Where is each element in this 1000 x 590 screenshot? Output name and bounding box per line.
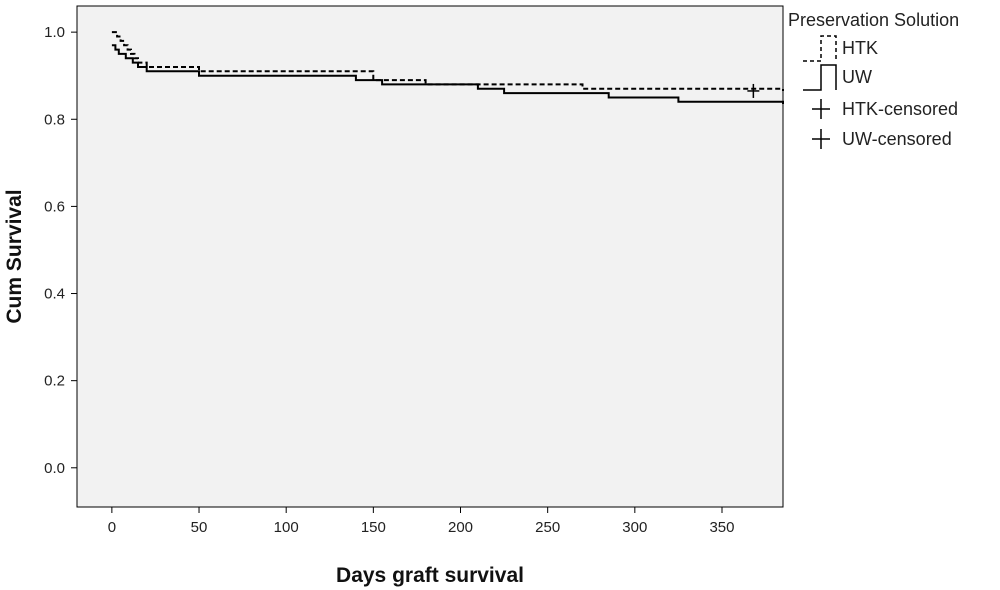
x-axis: 0 50 100 150 200 250 300 350 <box>108 507 735 536</box>
y-tick-label: 1.0 <box>44 24 65 41</box>
legend-censored-marker <box>812 99 830 119</box>
x-tick-label: 100 <box>274 519 299 536</box>
legend-label: HTK <box>842 38 878 58</box>
legend-line-swatch <box>803 35 837 62</box>
x-axis-title: Days graft survival <box>336 564 524 587</box>
x-tick-label: 50 <box>191 519 208 536</box>
legend-label: UW-censored <box>842 129 952 149</box>
y-tick-label: 0.8 <box>44 111 65 128</box>
legend-censored-marker <box>812 129 830 149</box>
legend-item: UW <box>803 64 872 91</box>
x-tick-label: 350 <box>709 519 734 536</box>
y-tick-label: 0.0 <box>44 460 65 477</box>
x-tick-label: 150 <box>361 519 386 536</box>
legend-item: UW-censored <box>812 129 952 149</box>
x-tick-label: 250 <box>535 519 560 536</box>
censored-marker <box>747 83 760 98</box>
x-tick-label: 300 <box>622 519 647 536</box>
legend: Preservation Solution HTK UW HTK-censored U… <box>788 10 959 149</box>
legend-items: HTK UW HTK-censored UW-censored <box>803 35 958 149</box>
series-layer <box>111 31 784 104</box>
legend-item: HTK-censored <box>812 99 958 119</box>
legend-label: UW <box>842 67 872 87</box>
legend-title: Preservation Solution <box>788 10 959 30</box>
x-tick-label: 200 <box>448 519 473 536</box>
x-tick-label: 0 <box>108 519 116 536</box>
legend-line-swatch <box>803 64 837 91</box>
series-uw-line <box>111 44 784 104</box>
y-axis-title: Cum Survival <box>3 189 26 323</box>
plot-area <box>76 5 784 508</box>
legend-label: HTK-censored <box>842 99 958 119</box>
y-tick-label: 0.4 <box>44 286 65 303</box>
y-axis: 0.0 0.2 0.4 0.6 0.8 1.0 <box>44 24 77 477</box>
y-tick-label: 0.2 <box>44 373 65 390</box>
y-tick-label: 0.6 <box>44 198 65 215</box>
legend-item: HTK <box>803 35 878 62</box>
